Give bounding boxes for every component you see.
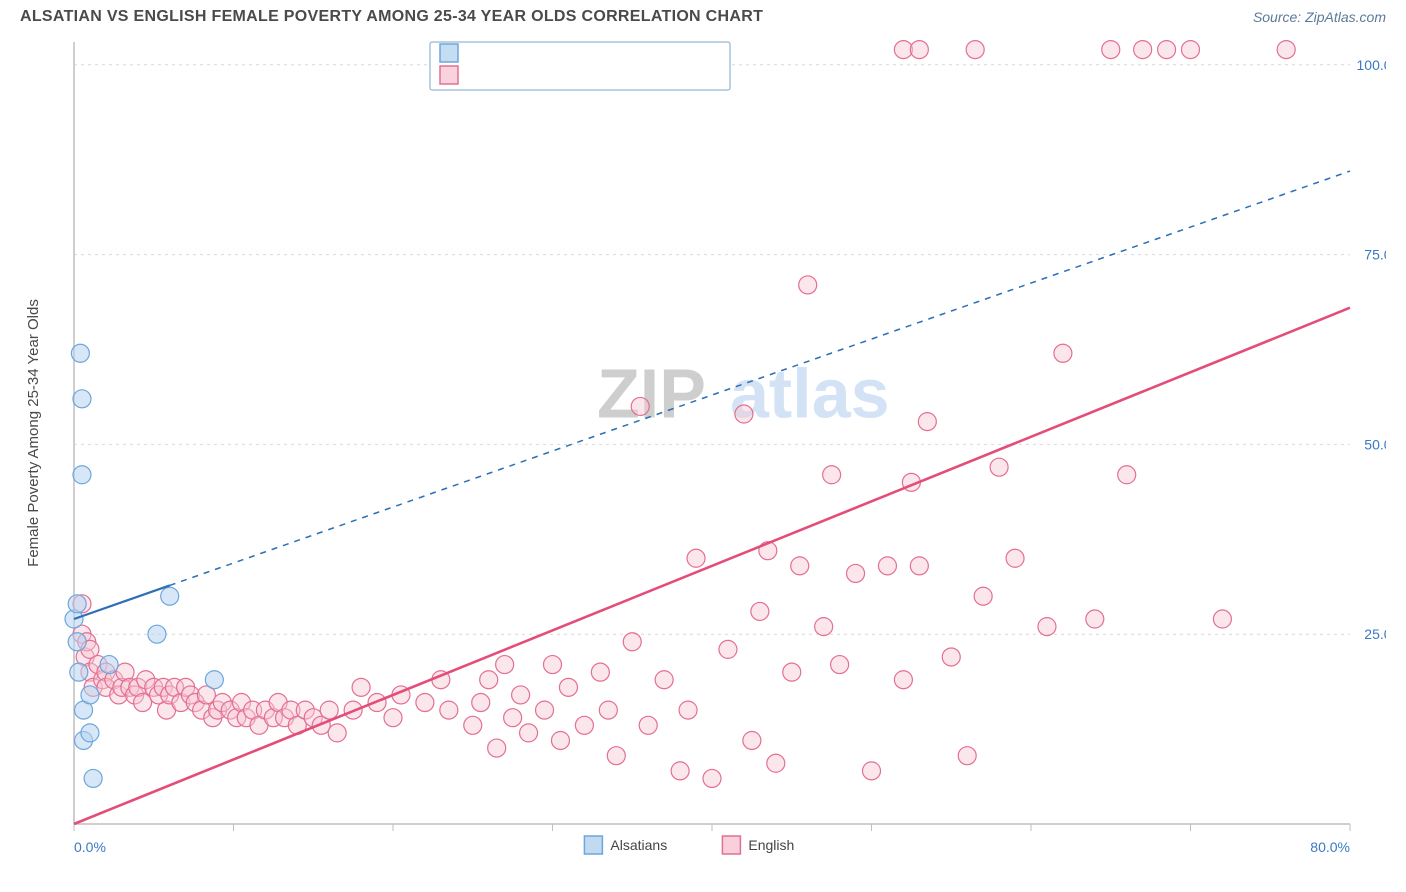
chart-container: ZIP atlas 0.0% 80.0% 25.0% 50.0% 75.0% 100.0% Fe… (20, 36, 1386, 872)
svg-text:ZIP: ZIP (597, 354, 706, 432)
svg-text:Alsatians: Alsatians (610, 837, 667, 853)
chart-source: Source: ZipAtlas.com (1253, 9, 1386, 25)
svg-text:80.0%: 80.0% (1310, 839, 1350, 855)
correlation-chart: ZIP atlas 0.0% 80.0% 25.0% 50.0% 75.0% 100.0% Fe… (20, 36, 1386, 872)
legend-series: Alsatians English (584, 836, 794, 854)
svg-text:25.0%: 25.0% (1364, 626, 1386, 642)
chart-title: ALSATIAN VS ENGLISH FEMALE POVERTY AMONG… (20, 8, 763, 26)
svg-text:atlas: atlas (730, 354, 890, 432)
svg-text:50.0%: 50.0% (1364, 436, 1386, 452)
svg-text:75.0%: 75.0% (1364, 247, 1386, 263)
svg-text:Female Poverty Among 25-34 Yea: Female Poverty Among 25-34 Year Olds (25, 299, 42, 567)
svg-text:English: English (748, 837, 794, 853)
svg-text:100.0%: 100.0% (1357, 57, 1386, 73)
svg-text:0.0%: 0.0% (74, 839, 106, 855)
chart-header: ALSATIAN VS ENGLISH FEMALE POVERTY AMONG… (0, 0, 1406, 30)
